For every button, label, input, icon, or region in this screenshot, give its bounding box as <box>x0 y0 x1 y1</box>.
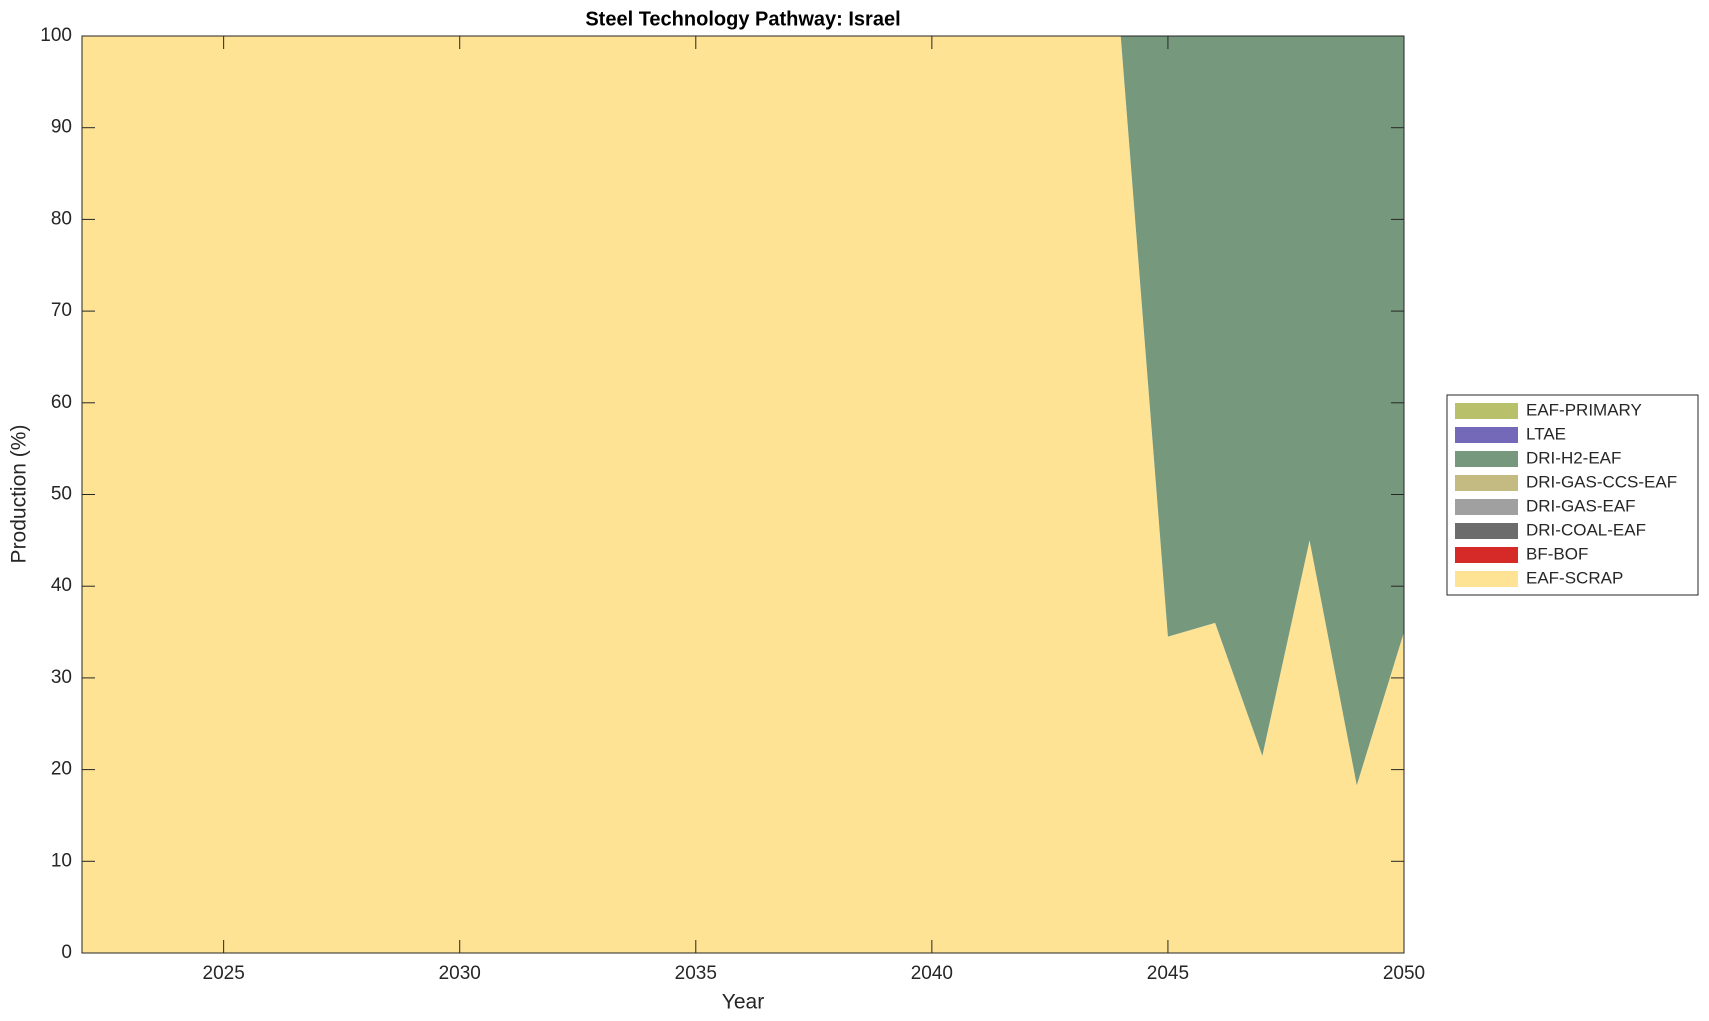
y-tick-label: 80 <box>51 208 72 229</box>
legend-label: LTAE <box>1526 424 1566 443</box>
legend-swatch <box>1455 451 1518 467</box>
x-tick-label: 2035 <box>675 963 717 984</box>
legend-swatch <box>1455 427 1518 443</box>
legend-swatch <box>1455 499 1518 515</box>
legend-label: EAF-PRIMARY <box>1526 400 1642 419</box>
legend-label: BF-BOF <box>1526 544 1588 563</box>
area <box>82 36 1404 953</box>
legend-swatch <box>1455 571 1518 587</box>
legend-label: DRI-GAS-EAF <box>1526 496 1636 515</box>
y-tick-label: 90 <box>51 117 72 138</box>
legend-label: DRI-GAS-CCS-EAF <box>1526 472 1677 491</box>
x-tick-label: 2040 <box>911 963 953 984</box>
y-tick-label: 30 <box>51 667 72 688</box>
y-tick-label: 100 <box>40 25 72 46</box>
y-axis-label: Production (%) <box>8 425 31 564</box>
legend-swatch <box>1455 523 1518 539</box>
x-tick-label: 2050 <box>1383 963 1425 984</box>
area <box>82 36 1404 786</box>
y-tick-label: 20 <box>51 759 72 780</box>
x-tick-label: 2030 <box>439 963 481 984</box>
y-tick-label: 40 <box>51 575 72 596</box>
y-tick-label: 0 <box>61 942 72 963</box>
legend-label: DRI-COAL-EAF <box>1526 520 1646 539</box>
y-tick-label: 10 <box>51 850 72 871</box>
x-axis-label: Year <box>722 991 764 1014</box>
y-tick-label: 70 <box>51 300 72 321</box>
legend-label: DRI-H2-EAF <box>1526 448 1621 467</box>
y-tick-label: 50 <box>51 484 72 505</box>
legend-box <box>1446 394 1699 596</box>
legend-swatch <box>1455 547 1518 563</box>
chart-title: Steel Technology Pathway: Israel <box>585 8 900 30</box>
legend-swatch <box>1455 475 1518 491</box>
y-tick-label: 60 <box>51 392 72 413</box>
legend-label: EAF-SCRAP <box>1526 568 1623 587</box>
x-tick-label: 2025 <box>203 963 245 984</box>
x-tick-label: 2045 <box>1147 963 1189 984</box>
legend-swatch <box>1455 403 1518 419</box>
